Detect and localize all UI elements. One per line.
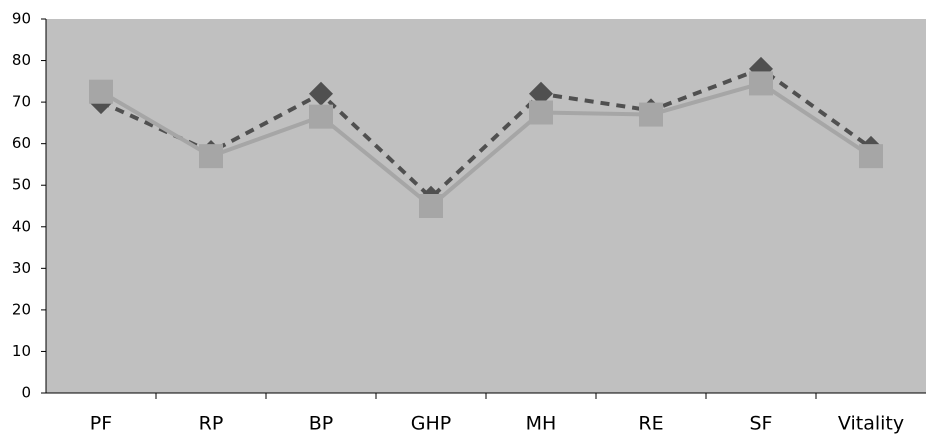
y-tick-label: 40 bbox=[12, 217, 31, 235]
series-line bbox=[99, 81, 873, 209]
y-tick-label: 30 bbox=[12, 259, 31, 277]
square-marker bbox=[199, 144, 223, 169]
y-tick-label: 20 bbox=[12, 300, 31, 318]
x-tick-label: RE bbox=[638, 413, 663, 435]
series-line bbox=[100, 66, 873, 201]
plot-area bbox=[46, 19, 926, 393]
x-tick-label: GHP bbox=[411, 413, 451, 435]
square-marker bbox=[639, 102, 663, 127]
x-tick-label: MH bbox=[526, 413, 557, 435]
square-marker bbox=[89, 79, 113, 104]
x-tick-label: SF bbox=[750, 413, 773, 435]
diamond-marker bbox=[309, 81, 333, 106]
x-tick-label: Vitality bbox=[838, 413, 904, 435]
y-tick-label: 80 bbox=[12, 51, 31, 69]
y-tick-label: 0 bbox=[21, 384, 31, 402]
diamond-marker bbox=[529, 81, 553, 106]
x-tick-label: PF bbox=[90, 413, 112, 435]
square-marker bbox=[859, 144, 883, 169]
y-tick-label: 70 bbox=[12, 93, 31, 111]
x-tick-label: BP bbox=[309, 413, 334, 435]
square-marker bbox=[529, 100, 553, 125]
square-marker bbox=[419, 194, 443, 218]
y-tick-label: 10 bbox=[12, 342, 31, 360]
square-marker bbox=[309, 104, 333, 129]
y-tick-label: 90 bbox=[12, 10, 31, 28]
square-marker bbox=[749, 71, 773, 96]
y-tick-label: 50 bbox=[12, 176, 31, 194]
y-tick-label: 60 bbox=[12, 134, 31, 152]
x-tick-label: RP bbox=[199, 413, 224, 435]
